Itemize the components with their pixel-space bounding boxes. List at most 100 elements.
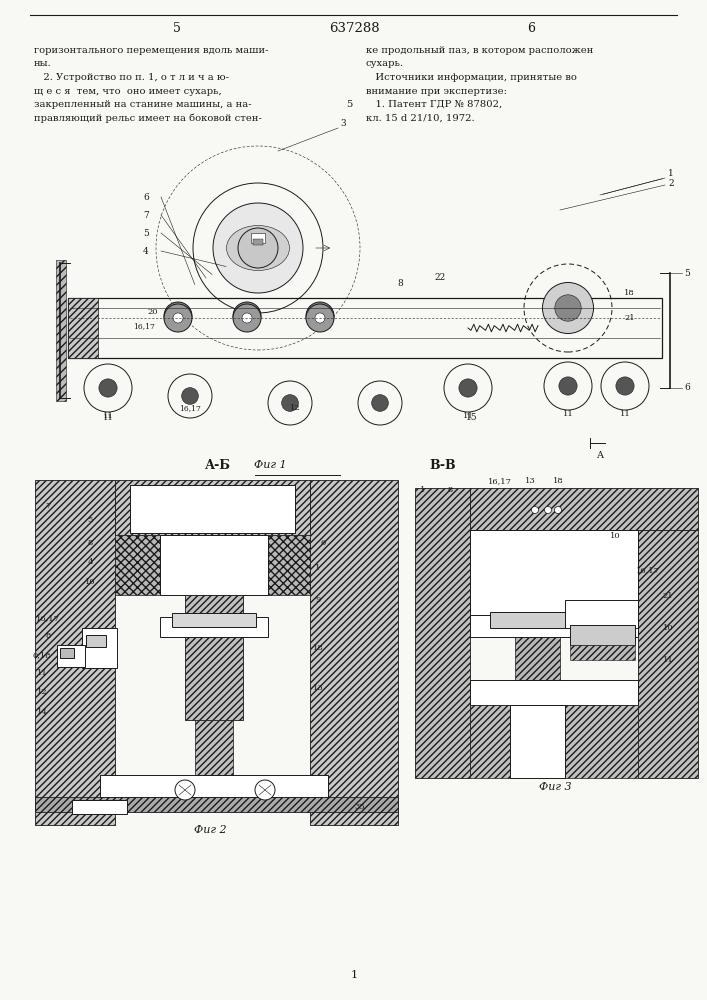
Polygon shape (515, 615, 560, 680)
Text: 11: 11 (662, 656, 673, 664)
Text: 8: 8 (397, 278, 403, 288)
Bar (60, 648, 74, 658)
Text: 35: 35 (355, 803, 366, 811)
Bar (72, 800, 127, 814)
Polygon shape (185, 595, 243, 720)
Text: 11: 11 (37, 669, 47, 677)
Text: Источники информации, принятые во: Источники информации, принятые во (366, 73, 577, 82)
Bar (57, 645, 85, 667)
Text: 8: 8 (448, 486, 452, 494)
Text: 21: 21 (624, 314, 635, 322)
Polygon shape (470, 705, 510, 778)
Circle shape (240, 310, 253, 322)
Text: 11: 11 (619, 410, 631, 418)
Circle shape (555, 295, 581, 321)
Text: 20: 20 (148, 308, 158, 316)
Circle shape (532, 506, 539, 514)
Text: 1: 1 (421, 486, 426, 494)
Text: 11: 11 (103, 412, 113, 420)
Text: 11: 11 (103, 414, 113, 422)
Text: 5: 5 (173, 21, 181, 34)
Circle shape (233, 304, 261, 332)
Text: 8: 8 (87, 539, 93, 547)
Bar (130, 485, 295, 533)
Text: 5: 5 (143, 229, 149, 237)
Bar (251, 233, 265, 243)
Polygon shape (56, 260, 66, 401)
Text: 0,18: 0,18 (33, 651, 52, 659)
Circle shape (314, 310, 327, 322)
Text: кл. 15 d 21/10, 1972.: кл. 15 d 21/10, 1972. (366, 113, 474, 122)
Text: 16,17: 16,17 (133, 322, 155, 330)
Text: 16,17: 16,17 (636, 566, 660, 574)
Circle shape (459, 379, 477, 397)
Text: 4: 4 (87, 558, 93, 566)
Text: 1: 1 (315, 564, 321, 572)
Text: закрепленный на станине машины, а на-: закрепленный на станине машины, а на- (34, 100, 252, 109)
Text: 22: 22 (434, 273, 445, 282)
Bar (565, 600, 638, 628)
Text: 14: 14 (37, 708, 47, 716)
Polygon shape (310, 480, 398, 825)
Bar (160, 617, 268, 637)
Polygon shape (565, 705, 638, 778)
Text: B-B: B-B (430, 459, 456, 472)
Text: 637288: 637288 (329, 21, 380, 34)
Text: 18: 18 (312, 644, 323, 652)
Text: сухарь.: сухарь. (366, 60, 404, 68)
Text: 5: 5 (87, 516, 93, 524)
Text: A: A (597, 450, 604, 460)
Polygon shape (570, 645, 635, 660)
Circle shape (544, 506, 551, 514)
Text: 6: 6 (143, 192, 149, 202)
Text: правляющий рельс имеет на боковой стен-: правляющий рельс имеет на боковой стен- (34, 113, 262, 123)
Text: 13: 13 (312, 684, 323, 692)
Circle shape (175, 780, 195, 800)
Circle shape (173, 313, 183, 323)
Bar (160, 535, 268, 595)
Bar (68, 298, 662, 358)
Polygon shape (638, 530, 698, 778)
Text: 2: 2 (668, 178, 674, 188)
Circle shape (372, 395, 388, 411)
Circle shape (182, 388, 199, 404)
Text: горизонтального перемещения вдоль маши-: горизонтального перемещения вдоль маши- (34, 46, 269, 55)
Text: 6: 6 (684, 383, 690, 392)
Text: 5: 5 (346, 100, 352, 109)
Text: внимание при экспертизе:: внимание при экспертизе: (366, 87, 507, 96)
Circle shape (164, 304, 192, 332)
Text: щ е с я  тем, что  оно имеет сухарь,: щ е с я тем, что оно имеет сухарь, (34, 87, 222, 96)
Text: 12: 12 (290, 404, 300, 412)
Bar (100, 775, 328, 797)
Bar (570, 625, 635, 645)
Circle shape (554, 506, 561, 514)
Text: 1: 1 (668, 168, 674, 178)
Text: 15: 15 (466, 414, 478, 422)
Text: 1: 1 (351, 970, 358, 980)
Text: 3: 3 (340, 119, 346, 128)
Text: 10: 10 (662, 624, 673, 632)
Text: 4: 4 (143, 246, 149, 255)
Polygon shape (268, 535, 310, 595)
Text: 18: 18 (624, 289, 635, 297)
Bar (490, 612, 618, 628)
Text: 6: 6 (320, 539, 326, 547)
Ellipse shape (226, 226, 289, 270)
Circle shape (238, 228, 278, 268)
Bar (470, 680, 638, 705)
Text: 16,17: 16,17 (36, 614, 60, 622)
Circle shape (616, 377, 634, 395)
Polygon shape (470, 488, 698, 530)
Circle shape (559, 377, 577, 395)
Text: 2. Устройство по п. 1, о т л и ч а ю-: 2. Устройство по п. 1, о т л и ч а ю- (34, 73, 229, 82)
Text: Фиг 3: Фиг 3 (539, 782, 571, 792)
Text: 11: 11 (563, 410, 573, 418)
Polygon shape (68, 298, 98, 358)
Circle shape (306, 304, 334, 332)
Circle shape (306, 302, 334, 330)
Polygon shape (115, 535, 160, 595)
Text: 21: 21 (662, 592, 673, 600)
Circle shape (242, 313, 252, 323)
Text: 5: 5 (684, 268, 690, 277)
Polygon shape (415, 488, 470, 778)
